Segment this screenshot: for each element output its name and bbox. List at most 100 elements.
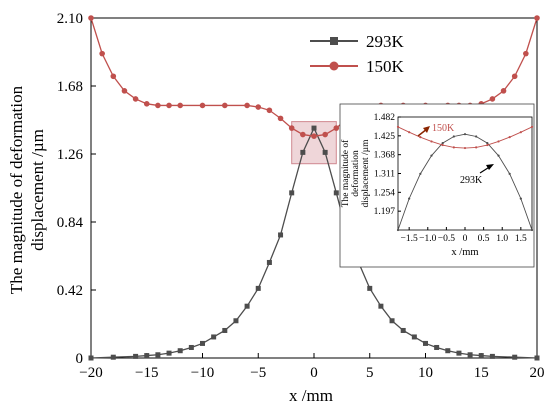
data-point-150k [199, 102, 206, 109]
data-point-293k [467, 352, 473, 358]
data-point-293k [512, 354, 518, 360]
inset-data-point-293k [530, 228, 534, 232]
y-tick-label: 1.68 [57, 79, 83, 95]
data-point-293k [434, 344, 440, 350]
inset-data-point-293k [419, 172, 422, 175]
data-point-150k [255, 104, 262, 110]
inset-x-tick-label: 1.0 [496, 234, 508, 244]
data-point-150k [166, 102, 172, 109]
y-tick-label: 1.26 [57, 147, 84, 163]
data-point-293k [266, 259, 272, 265]
inset-data-point-293k [508, 172, 511, 175]
inset-data-point-150k [530, 125, 534, 129]
inset-y-tick-label: 1.311 [374, 170, 395, 180]
inset-data-point-150k [419, 136, 422, 139]
inset-data-point-293k [441, 142, 444, 145]
inset-data-point-150k [408, 131, 411, 134]
inset-data-point-293k [408, 197, 411, 200]
inset-annotation-293k: 293K [460, 175, 483, 186]
data-point-150k [266, 107, 273, 114]
data-point-293k [311, 125, 317, 131]
inset-x-tick-label: 0 [463, 234, 468, 244]
legend-marker [329, 61, 339, 71]
inset-y-tick-label: 1.425 [374, 132, 396, 142]
data-point-150k [511, 73, 518, 80]
data-point-150k [177, 102, 183, 109]
inset-data-point-150k [486, 143, 489, 147]
inset-data-point-293k [463, 133, 467, 136]
inset-y-axis-label: The magnitude of [340, 139, 351, 207]
inset-data-point-150k [463, 146, 467, 150]
data-point-150k [534, 15, 540, 21]
main-plot: −20 −15 −10 −5 0 5 10 15 20 0 0.42 0.84 1.26 1.68 2.10 [57, 11, 545, 381]
data-point-293k [456, 350, 462, 356]
data-point-293k [144, 353, 150, 359]
data-point-150k [333, 125, 340, 131]
y-axis-label-line2: displacement /µm [28, 129, 47, 251]
data-point-293k [367, 285, 373, 291]
data-point-293k [300, 149, 306, 155]
y-tick-label: 0 [76, 351, 84, 367]
x-tick-label: −20 [79, 365, 102, 381]
inset-y-axis-label: displacement /µm [361, 139, 371, 208]
inset-background [339, 103, 535, 268]
x-tick-label: 20 [530, 365, 545, 381]
x-tick-label: 15 [474, 365, 489, 381]
inset-data-point-293k [497, 154, 500, 157]
x-axis-label: x /mm [289, 386, 333, 405]
data-point-293k [411, 334, 417, 340]
inset-x-tick-label: 1.5 [515, 234, 527, 244]
inset-data-point-150k [497, 140, 500, 143]
data-point-293k [88, 355, 94, 361]
data-point-293k [133, 353, 139, 359]
data-point-293k [244, 303, 250, 309]
data-point-293k [222, 327, 228, 333]
data-point-150k [500, 88, 507, 94]
inset-x-tick-label: −1.5 [401, 234, 418, 244]
data-point-293k [400, 327, 406, 333]
legend: 293K 150K [310, 32, 405, 76]
inset-data-point-150k [441, 143, 444, 147]
inset-data-point-150k [430, 140, 433, 143]
inset-data-point-293k [396, 228, 400, 232]
data-point-293k [177, 348, 183, 354]
data-point-293k [110, 354, 116, 360]
legend-label: 293K [366, 32, 405, 51]
data-point-150k [300, 131, 306, 138]
data-point-150k [523, 50, 529, 57]
x-tick-label: 0 [310, 365, 318, 381]
data-point-150k [244, 102, 250, 109]
y-tick-label: 0.42 [57, 283, 83, 299]
data-point-293k [322, 149, 328, 155]
inset-data-point-150k [519, 131, 522, 134]
data-point-293k [478, 353, 484, 359]
inset-y-tick-label: 1.254 [374, 188, 396, 198]
inset-data-point-150k [508, 136, 511, 139]
inset-plot: −1.5 −1.0 −0.5 0 0.5 1.0 1.5 1.197 1.254 1.311 1.3… [339, 103, 535, 268]
legend-label: 150K [366, 57, 405, 76]
data-point-150k [222, 102, 228, 109]
inset-y-axis-label: deformation [350, 150, 361, 197]
data-point-293k [333, 190, 339, 196]
data-point-293k [211, 334, 217, 340]
inset-arrowhead-150k [423, 126, 430, 133]
data-point-293k [255, 285, 261, 291]
data-point-293k [289, 190, 295, 196]
inset-data-point-150k [452, 146, 455, 149]
x-tick-label: −10 [191, 365, 214, 381]
data-point-293k [489, 353, 495, 359]
y-tick-label: 2.10 [57, 11, 83, 27]
data-point-293k [200, 340, 205, 346]
inset-data-point-293k [430, 154, 433, 157]
inset-data-point-293k [519, 197, 522, 200]
data-point-293k [445, 348, 451, 354]
inset-y-tick-label: 1.368 [374, 151, 396, 161]
data-point-293k [423, 340, 428, 346]
y-axis-label-line1: The magnitude of deformation [7, 85, 26, 294]
data-point-293k [233, 318, 239, 324]
y-tick-label: 0.84 [57, 215, 84, 231]
data-point-150k [155, 102, 161, 109]
data-point-293k [389, 318, 395, 324]
